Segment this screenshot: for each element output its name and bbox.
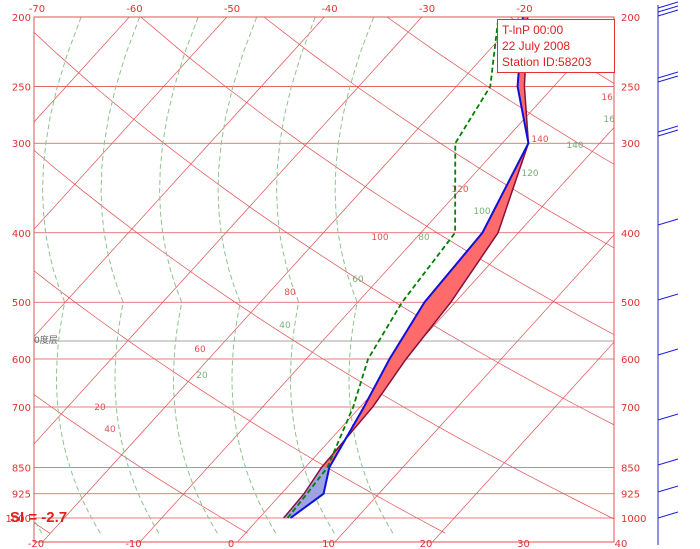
temperature-tick-top: -50	[224, 4, 240, 15]
dry-adiabat-label: 40	[104, 425, 116, 435]
dry-adiabat-label: 100	[371, 233, 388, 243]
parcel-curve	[283, 17, 530, 519]
freezing-level-label: 0度层	[34, 336, 58, 346]
wind-barb	[657, 75, 679, 83]
station-id-label: Station ID:58203	[502, 55, 592, 69]
mixing-ratio-label: 120	[521, 169, 538, 179]
isotherm-line	[236, 126, 614, 542]
wind-barb	[657, 1, 679, 9]
mixing-ratio-label: 100	[473, 207, 490, 217]
temperature-profile	[289, 17, 530, 519]
pressure-tick-left: 1000	[6, 514, 31, 525]
temperature-tick-top: -70	[29, 4, 45, 15]
moist-adiabat-line	[217, 17, 277, 534]
dewpoint-profile	[286, 17, 500, 519]
isotherm-line	[139, 19, 614, 542]
moist-adiabat-line	[42, 17, 101, 534]
dry-adiabat-label: 140	[531, 135, 548, 145]
pressure-tick-left: 850	[12, 463, 31, 474]
moist-adiabat-line	[100, 17, 160, 534]
wind-barb	[657, 5, 679, 13]
negative-area	[283, 493, 324, 518]
time-label: T-lnP 00:00	[502, 23, 564, 37]
pressure-tick-left: 925	[12, 490, 31, 501]
date-label: 22 July 2008	[502, 39, 571, 53]
temperature-tick-bottom: -20	[28, 539, 44, 549]
station-info-box: T-lnP 00:00 22 July 2008 Station ID:5820…	[497, 19, 615, 73]
dry-adiabat-label: 80	[284, 288, 296, 298]
plot-frame	[33, 16, 615, 543]
wind-barb	[657, 348, 679, 356]
dry-adiabat-label: 160	[601, 93, 618, 103]
temperature-tick-bottom: 20	[420, 539, 433, 549]
pressure-tick-right: 600	[621, 355, 640, 366]
dry-adiabat-line	[34, 31, 614, 426]
isotherm-line	[41, 17, 520, 542]
isotherm-line	[34, 17, 325, 338]
pressure-tick-left: 250	[12, 82, 31, 93]
temperature-tick-top: -40	[321, 4, 337, 15]
stability-index-label: SI = -2.7	[10, 509, 68, 526]
positive-area	[363, 358, 407, 407]
dry-adiabat-line	[34, 394, 248, 534]
pressure-tick-left: 200	[12, 13, 31, 24]
dry-adiabat-line	[34, 149, 614, 520]
isotherm-line	[34, 17, 130, 123]
isotherm-line	[334, 234, 614, 542]
moist-adiabat-line	[159, 17, 218, 534]
isotherm-line	[34, 17, 423, 445]
pressure-tick-right: 1000	[621, 514, 646, 525]
pressure-tick-right: 400	[621, 229, 640, 240]
pressure-tick-left: 400	[12, 229, 31, 240]
wind-barb	[657, 218, 679, 226]
pressure-tick-right: 850	[621, 463, 640, 474]
wind-barb	[657, 129, 679, 137]
mixing-ratio-label: 80	[418, 233, 430, 243]
dry-adiabat-line	[140, 17, 614, 336]
dry-adiabat-label: 120	[451, 185, 468, 195]
mixing-ratio-label: 60	[352, 275, 364, 285]
pressure-tick-left: 700	[12, 403, 31, 414]
mixing-ratio-label: 40	[279, 321, 291, 331]
mixing-ratio-label: 140	[566, 141, 583, 151]
temperature-tick-bottom: 10	[322, 539, 335, 549]
temperature-tick-bottom: -10	[125, 539, 141, 549]
pressure-tick-left: 600	[12, 355, 31, 366]
wind-barb	[657, 293, 679, 301]
dry-adiabat-line	[263, 17, 614, 249]
wind-barb	[657, 125, 679, 133]
pressure-tick-right: 500	[621, 298, 640, 309]
pressure-tick-right: 300	[621, 139, 640, 150]
temperature-tick-top: -30	[419, 4, 435, 15]
mixing-ratio-label: 20	[196, 371, 208, 381]
pressure-tick-left: 500	[12, 298, 31, 309]
wind-barb	[657, 511, 679, 519]
temperature-tick-top: -20	[516, 4, 532, 15]
temperature-tick-top: -60	[126, 4, 142, 15]
positive-area	[424, 232, 499, 303]
wind-barb	[657, 413, 679, 421]
mixing-ratio-label: 160	[603, 115, 620, 125]
isotherm-line	[431, 341, 614, 542]
dry-adiabat-label: 20	[94, 403, 106, 413]
moist-adiabat-line	[334, 17, 394, 534]
pressure-tick-right: 925	[621, 490, 640, 501]
isotherm-line	[34, 17, 228, 230]
temperature-tick-bottom: 40	[615, 539, 628, 549]
pressure-tick-right: 250	[621, 82, 640, 93]
positive-area	[389, 302, 451, 359]
dry-adiabat-label: 60	[194, 345, 206, 355]
pressure-tick-right: 200	[621, 13, 640, 24]
wind-barb	[657, 71, 679, 79]
temperature-tick-bottom: 0	[228, 539, 234, 549]
pressure-tick-left: 300	[12, 139, 31, 150]
wind-barb	[657, 458, 679, 466]
wind-barb	[657, 9, 679, 17]
pressure-tick-right: 700	[621, 403, 640, 414]
temperature-tick-bottom: 30	[517, 539, 530, 549]
wind-barb	[657, 485, 679, 493]
